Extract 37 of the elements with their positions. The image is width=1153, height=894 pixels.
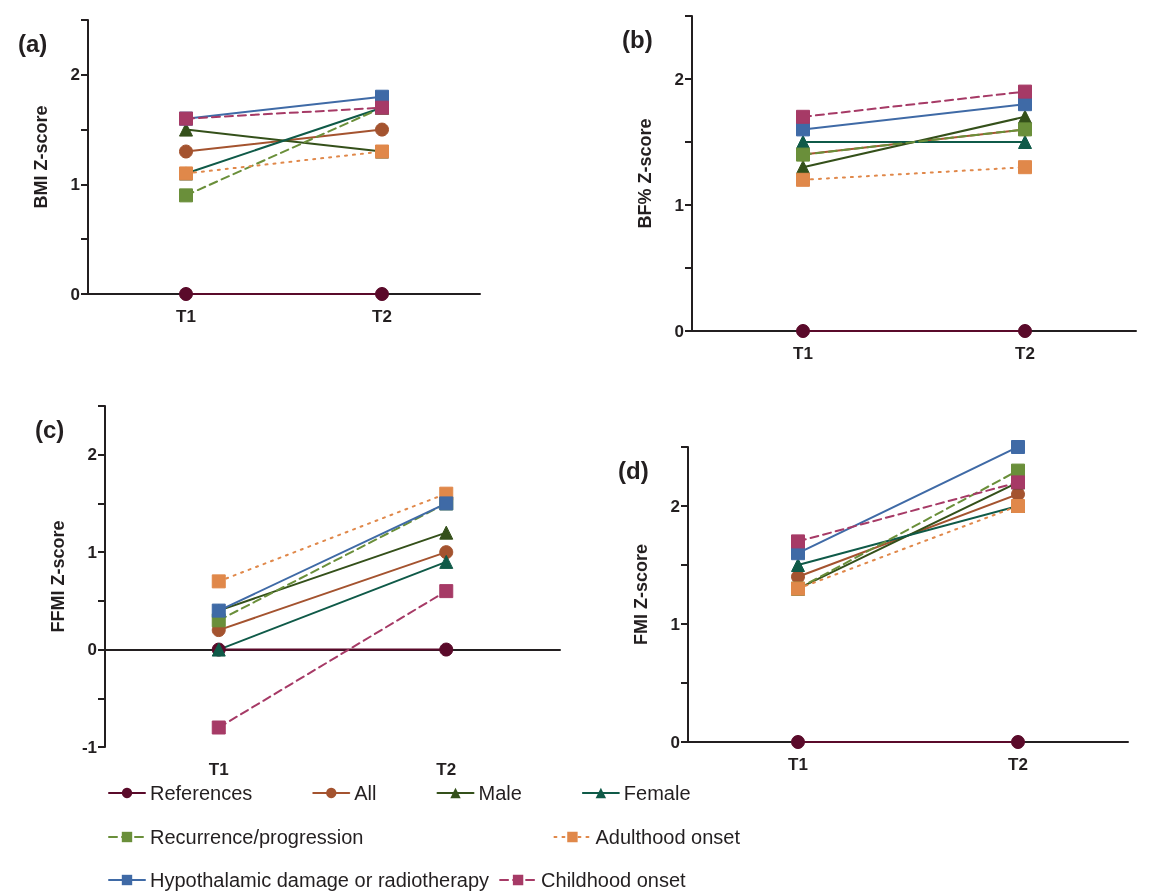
y-tick-label: 1: [674, 195, 684, 215]
y-tick-label: 0: [670, 732, 680, 752]
chart-title: (b): [622, 25, 653, 53]
y-tick-label: 1: [70, 174, 80, 194]
legend-label: Childhood onset: [541, 869, 687, 891]
y-tick-label: 0: [70, 284, 80, 304]
x-tick-label: T1: [793, 344, 813, 363]
legend-label: Hypothalamic damage or radiotherapy: [150, 869, 490, 891]
y-tick-label: 1: [87, 542, 97, 562]
x-tick-label: T2: [372, 307, 392, 326]
y-tick-label: 2: [674, 69, 684, 89]
x-tick-label: T2: [436, 760, 457, 779]
chart-title: (c): [35, 415, 65, 443]
legend-label: Adulthood onset: [595, 826, 741, 848]
y-axis-title: BMI Z-score: [31, 105, 51, 209]
x-tick-label: T2: [1008, 755, 1028, 774]
x-tick-label: T2: [1015, 344, 1035, 363]
y-tick-label: 0: [674, 321, 684, 341]
legend-label: All: [354, 782, 377, 804]
chart-title: (a): [18, 29, 48, 57]
y-axis-title: FMI Z-score: [631, 543, 651, 646]
legend-label: Recurrence/progression: [150, 826, 364, 848]
x-tick-label: T1: [788, 755, 808, 774]
legend-label: References: [150, 782, 253, 804]
legend-label: Male: [478, 782, 522, 804]
y-tick-label: 2: [87, 445, 97, 465]
y-tick-label: 2: [670, 496, 680, 516]
y-tick-label: 2: [70, 65, 80, 85]
x-tick-label: T1: [208, 760, 229, 779]
y-axis-title: BF% Z-score: [635, 118, 655, 229]
chart-title: (d): [618, 456, 649, 484]
x-tick-label: T1: [176, 307, 196, 326]
y-tick-label: 0: [87, 640, 97, 660]
y-axis-title: FFMI Z-score: [48, 520, 68, 633]
legend-label: Female: [623, 782, 691, 804]
y-tick-label: 1: [670, 614, 680, 634]
y-tick-label: -1: [81, 737, 97, 757]
